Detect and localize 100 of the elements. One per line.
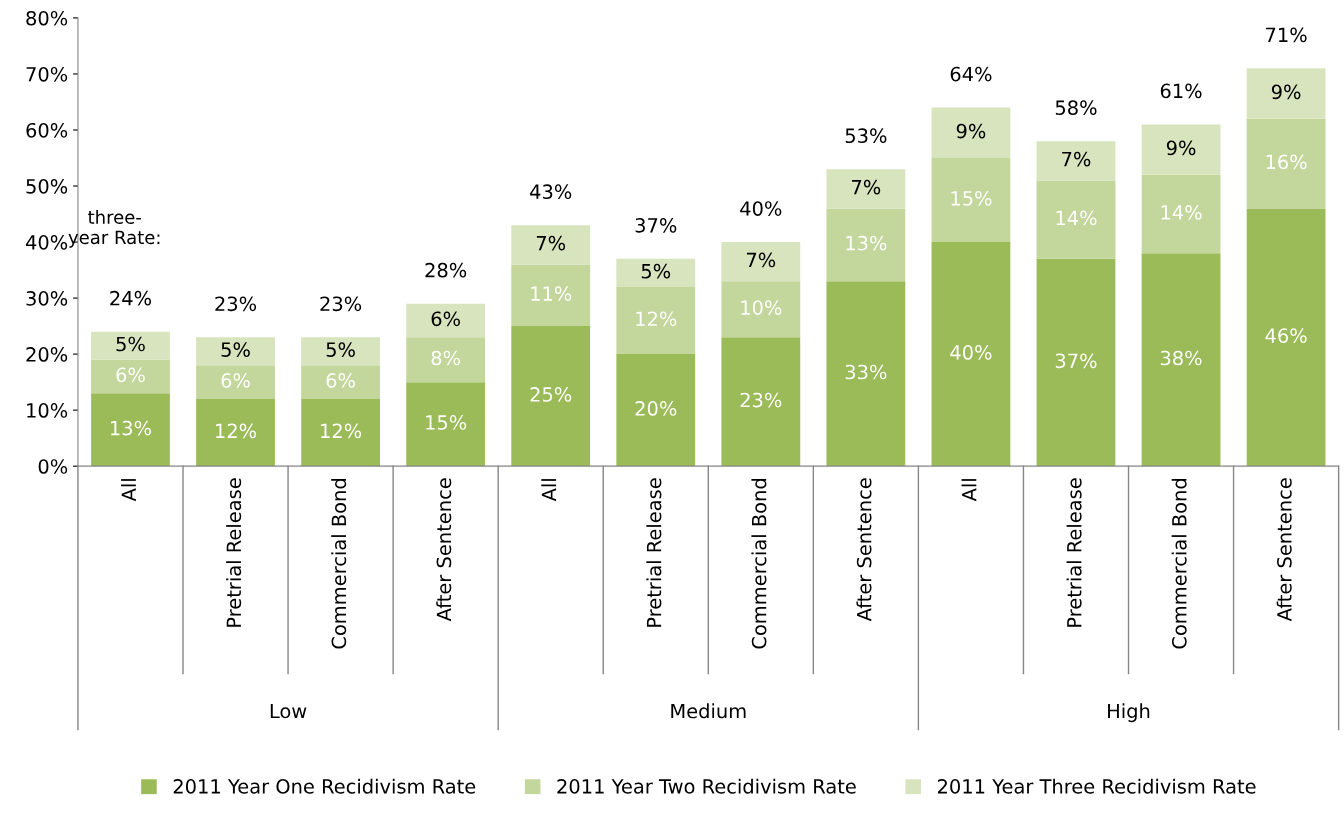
bar <box>1246 68 1326 119</box>
bar <box>301 337 380 366</box>
bar <box>721 337 801 467</box>
data-label: 15% <box>426 415 467 430</box>
y-tick-label: 60% <box>26 122 68 138</box>
data-label: 6% <box>116 367 145 383</box>
bar <box>511 264 591 327</box>
bar <box>301 365 380 399</box>
text: Low <box>270 703 307 719</box>
data-label: 11% <box>531 286 572 301</box>
data-label: 5% <box>641 263 671 279</box>
y-tick-label: 20% <box>26 347 68 362</box>
data-label: 6% <box>431 311 460 327</box>
total-label: 23% <box>215 296 257 312</box>
bar <box>721 242 801 282</box>
annotation: three- year Rate: <box>68 209 160 248</box>
x-tick-label: After Sentence <box>856 478 872 622</box>
total-label: 37% <box>635 217 677 233</box>
data-label: 38% <box>1160 350 1202 366</box>
data-label: 12% <box>636 311 677 327</box>
data-label: 37% <box>1055 353 1097 369</box>
bar <box>1141 124 1221 175</box>
data-label: 7% <box>536 235 566 251</box>
bar <box>196 398 275 467</box>
bar <box>616 286 696 355</box>
total-label: 53% <box>845 128 887 144</box>
data-label: 5% <box>326 342 355 357</box>
bar <box>1246 118 1326 209</box>
total-label: 61% <box>1160 83 1202 99</box>
data-label: 9% <box>1271 84 1301 100</box>
x-tick-label: Commercial Bond <box>1171 479 1187 649</box>
x-tick-label: Pretrial Release <box>1066 478 1082 627</box>
bar <box>1141 253 1221 467</box>
x-tick-label: After Sentence <box>1276 478 1292 622</box>
data-label: 9% <box>1166 140 1196 156</box>
data-label: 23% <box>740 392 782 408</box>
data-label: 16% <box>1266 154 1307 170</box>
y-tick-label: 70% <box>26 66 68 82</box>
data-label: 14% <box>1056 210 1097 226</box>
data-label: 33% <box>845 364 887 380</box>
legend-label: 2011 Year One Recidivism Rate <box>173 778 476 794</box>
x-tick-label: Commercial Bond <box>751 479 767 649</box>
y-tick-label: 30% <box>26 291 68 306</box>
bar <box>196 337 275 366</box>
data-label: 6% <box>326 373 355 388</box>
bar <box>826 208 906 282</box>
x-tick-label: All <box>961 479 977 502</box>
bar <box>1036 258 1116 467</box>
data-label: 25% <box>530 387 572 402</box>
x-tick-label: After Sentence <box>436 478 452 622</box>
bar <box>1036 141 1116 181</box>
data-label: 10% <box>741 300 782 315</box>
x-tick-label: Pretrial Release <box>226 478 242 627</box>
data-label: 8% <box>431 350 460 366</box>
data-label: 5% <box>221 342 250 357</box>
data-label: 7% <box>1062 151 1091 167</box>
data-label: 7% <box>852 179 881 195</box>
bar <box>826 281 906 467</box>
data-label: 5% <box>116 336 145 352</box>
bar <box>91 393 170 467</box>
bar <box>1246 208 1326 467</box>
bar <box>1141 174 1221 254</box>
total-label: 71% <box>1266 27 1307 43</box>
data-label: 12% <box>321 423 362 439</box>
data-label: 13% <box>111 420 152 436</box>
bar <box>406 337 486 383</box>
y-tick-label: 10% <box>27 403 68 418</box>
y-tick-label: 80% <box>26 10 68 26</box>
bar <box>931 107 1011 159</box>
data-label: 40% <box>950 345 992 360</box>
bar <box>511 326 591 467</box>
x-tick-label: Commercial Bond <box>331 479 347 649</box>
bar <box>301 398 380 467</box>
data-label: 46% <box>1265 328 1307 343</box>
data-label: 15% <box>951 190 992 206</box>
y-tick-label: 0% <box>38 459 68 474</box>
bar <box>826 169 906 209</box>
bar <box>616 354 696 467</box>
x-tick-label: All <box>121 479 136 502</box>
data-label: 6% <box>221 373 250 388</box>
bar <box>931 158 1011 243</box>
total-label: 28% <box>425 262 467 278</box>
bar <box>511 225 591 265</box>
text: High <box>1108 703 1150 723</box>
total-label: 64% <box>950 66 992 82</box>
data-label: 9% <box>956 123 986 139</box>
x-tick-label: Pretrial Release <box>646 478 662 627</box>
total-label: 24% <box>110 290 152 306</box>
bar <box>721 281 801 338</box>
bar <box>196 365 275 399</box>
y-tick-label: 50% <box>26 178 68 194</box>
bar <box>91 359 170 394</box>
text: Medium <box>671 703 746 719</box>
bar <box>616 258 696 287</box>
legend-label: 2011 Year Three Recidivism Rate <box>937 778 1256 794</box>
data-label: 13% <box>846 235 887 251</box>
data-label: 12% <box>216 423 257 439</box>
bar <box>91 331 170 360</box>
bar <box>931 242 1011 467</box>
bar <box>1036 180 1116 259</box>
